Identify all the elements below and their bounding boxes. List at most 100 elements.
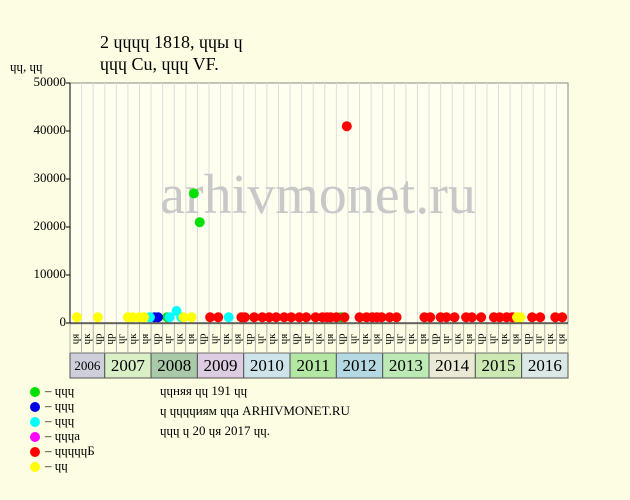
y-tick-label: 10000 bbox=[34, 266, 67, 281]
column-label: ɥг bbox=[116, 334, 128, 345]
column-label: ɥя bbox=[324, 334, 336, 345]
column-label: ɥг bbox=[301, 334, 313, 345]
year-cell bbox=[474, 352, 523, 379]
point bbox=[178, 312, 189, 323]
y-tick-label: 20000 bbox=[34, 218, 67, 233]
y-tick-label: 40000 bbox=[34, 122, 67, 137]
column-label: ɥя bbox=[185, 334, 197, 345]
year-label: 2012 bbox=[343, 356, 377, 375]
column-label: ɥр bbox=[521, 333, 533, 345]
legend-label: – ɥɥɥɥɥБ bbox=[44, 443, 95, 458]
column-label: ɥр bbox=[104, 333, 116, 345]
point bbox=[301, 312, 312, 323]
point bbox=[249, 312, 260, 323]
point bbox=[376, 312, 387, 323]
point bbox=[354, 312, 365, 323]
column-label: ɥр bbox=[197, 333, 209, 345]
point bbox=[264, 312, 275, 323]
point bbox=[425, 312, 436, 323]
point bbox=[205, 312, 216, 323]
column-label: ɥя bbox=[556, 334, 568, 345]
column-label: ɥр bbox=[382, 333, 394, 345]
column-label: ɥр bbox=[475, 333, 487, 345]
point bbox=[557, 312, 568, 323]
year-label: 2015 bbox=[482, 356, 516, 375]
column-label: ɥг bbox=[162, 334, 174, 345]
legend-swatch bbox=[30, 417, 40, 427]
column-label: ɥя bbox=[278, 334, 290, 345]
point bbox=[71, 312, 82, 323]
column-label: ɥк bbox=[359, 333, 371, 345]
year-cell bbox=[428, 352, 476, 379]
legend-label: – ɥɥɥ bbox=[44, 413, 75, 428]
column-label: ɥя bbox=[370, 334, 382, 345]
point bbox=[257, 312, 268, 323]
watermark: arhivmonet.ru bbox=[160, 164, 476, 226]
point bbox=[449, 312, 460, 323]
legend-label: – ɥɥ bbox=[44, 458, 68, 473]
note: ɥɥɥ ɥ 20 ɥя 2017 ɥɥ. bbox=[160, 423, 270, 438]
point bbox=[331, 312, 342, 323]
column-label: ɥк bbox=[313, 333, 325, 345]
point bbox=[341, 121, 352, 132]
legend-label: – ɥɥɥ bbox=[44, 398, 75, 413]
column-label: ɥя bbox=[139, 334, 151, 345]
column-label: ɥк bbox=[266, 333, 278, 345]
note: ɥ ɥɥɥɥиям ɥɥа ARHIVMONET.RU bbox=[160, 403, 351, 418]
column-label: ɥк bbox=[544, 333, 556, 345]
legend-label: – ɥɥɥа bbox=[44, 428, 80, 443]
chart-title: 2 ɥɥɥɥ 1818, ɥɥы ɥ bbox=[100, 32, 243, 52]
column-label: ɥя bbox=[509, 334, 521, 345]
year-cell bbox=[150, 352, 198, 379]
point bbox=[310, 312, 321, 323]
column-label: ɥг bbox=[208, 334, 220, 345]
column-label: ɥк bbox=[127, 333, 139, 345]
column-label: ɥг bbox=[533, 334, 545, 345]
point bbox=[92, 312, 103, 323]
legend-swatch bbox=[30, 462, 40, 472]
column-label: ɥк bbox=[498, 333, 510, 345]
point bbox=[515, 312, 526, 323]
column-label: ɥг bbox=[394, 334, 406, 345]
point bbox=[223, 312, 234, 323]
legend-label: – ɥɥɥ bbox=[44, 383, 75, 398]
y-tick-label: 30000 bbox=[34, 170, 67, 185]
year-label: 2013 bbox=[389, 356, 423, 375]
column-label: ɥр bbox=[289, 333, 301, 345]
year-label: 2008 bbox=[157, 356, 191, 375]
year-cell bbox=[104, 352, 152, 379]
point bbox=[239, 312, 250, 323]
point bbox=[164, 312, 175, 323]
column-label: ɥг bbox=[440, 334, 452, 345]
column-label: ɥр bbox=[336, 333, 348, 345]
column-label: ɥк bbox=[81, 333, 93, 345]
column-label: ɥр bbox=[243, 333, 255, 345]
legend-swatch bbox=[30, 432, 40, 442]
column-label: ɥк bbox=[405, 333, 417, 345]
y-tick-label: 0 bbox=[60, 314, 67, 329]
point bbox=[527, 312, 538, 323]
point bbox=[194, 217, 205, 228]
year-label: 2006 bbox=[74, 358, 101, 373]
point bbox=[294, 312, 305, 323]
y-tick-label: 50000 bbox=[34, 74, 67, 89]
point bbox=[494, 312, 505, 323]
column-label: ɥр bbox=[150, 333, 162, 345]
point bbox=[153, 312, 164, 323]
column-label: ɥя bbox=[463, 334, 475, 345]
column-label: ɥя bbox=[231, 334, 243, 345]
column-label: ɥя bbox=[417, 334, 429, 345]
plot-area bbox=[69, 82, 569, 324]
note: ɥɥняя ɥɥ 191 ɥɥ bbox=[160, 383, 248, 398]
y-axis-label: ɥɥ, ɥɥ bbox=[10, 59, 43, 74]
point bbox=[188, 188, 199, 199]
legend-swatch bbox=[30, 387, 40, 397]
year-label: 2009 bbox=[204, 356, 238, 375]
point bbox=[476, 312, 487, 323]
point bbox=[213, 312, 224, 323]
point bbox=[271, 312, 282, 323]
column-label: ɥр bbox=[92, 333, 104, 345]
year-label: 2011 bbox=[297, 356, 330, 375]
legend-swatch bbox=[30, 447, 40, 457]
